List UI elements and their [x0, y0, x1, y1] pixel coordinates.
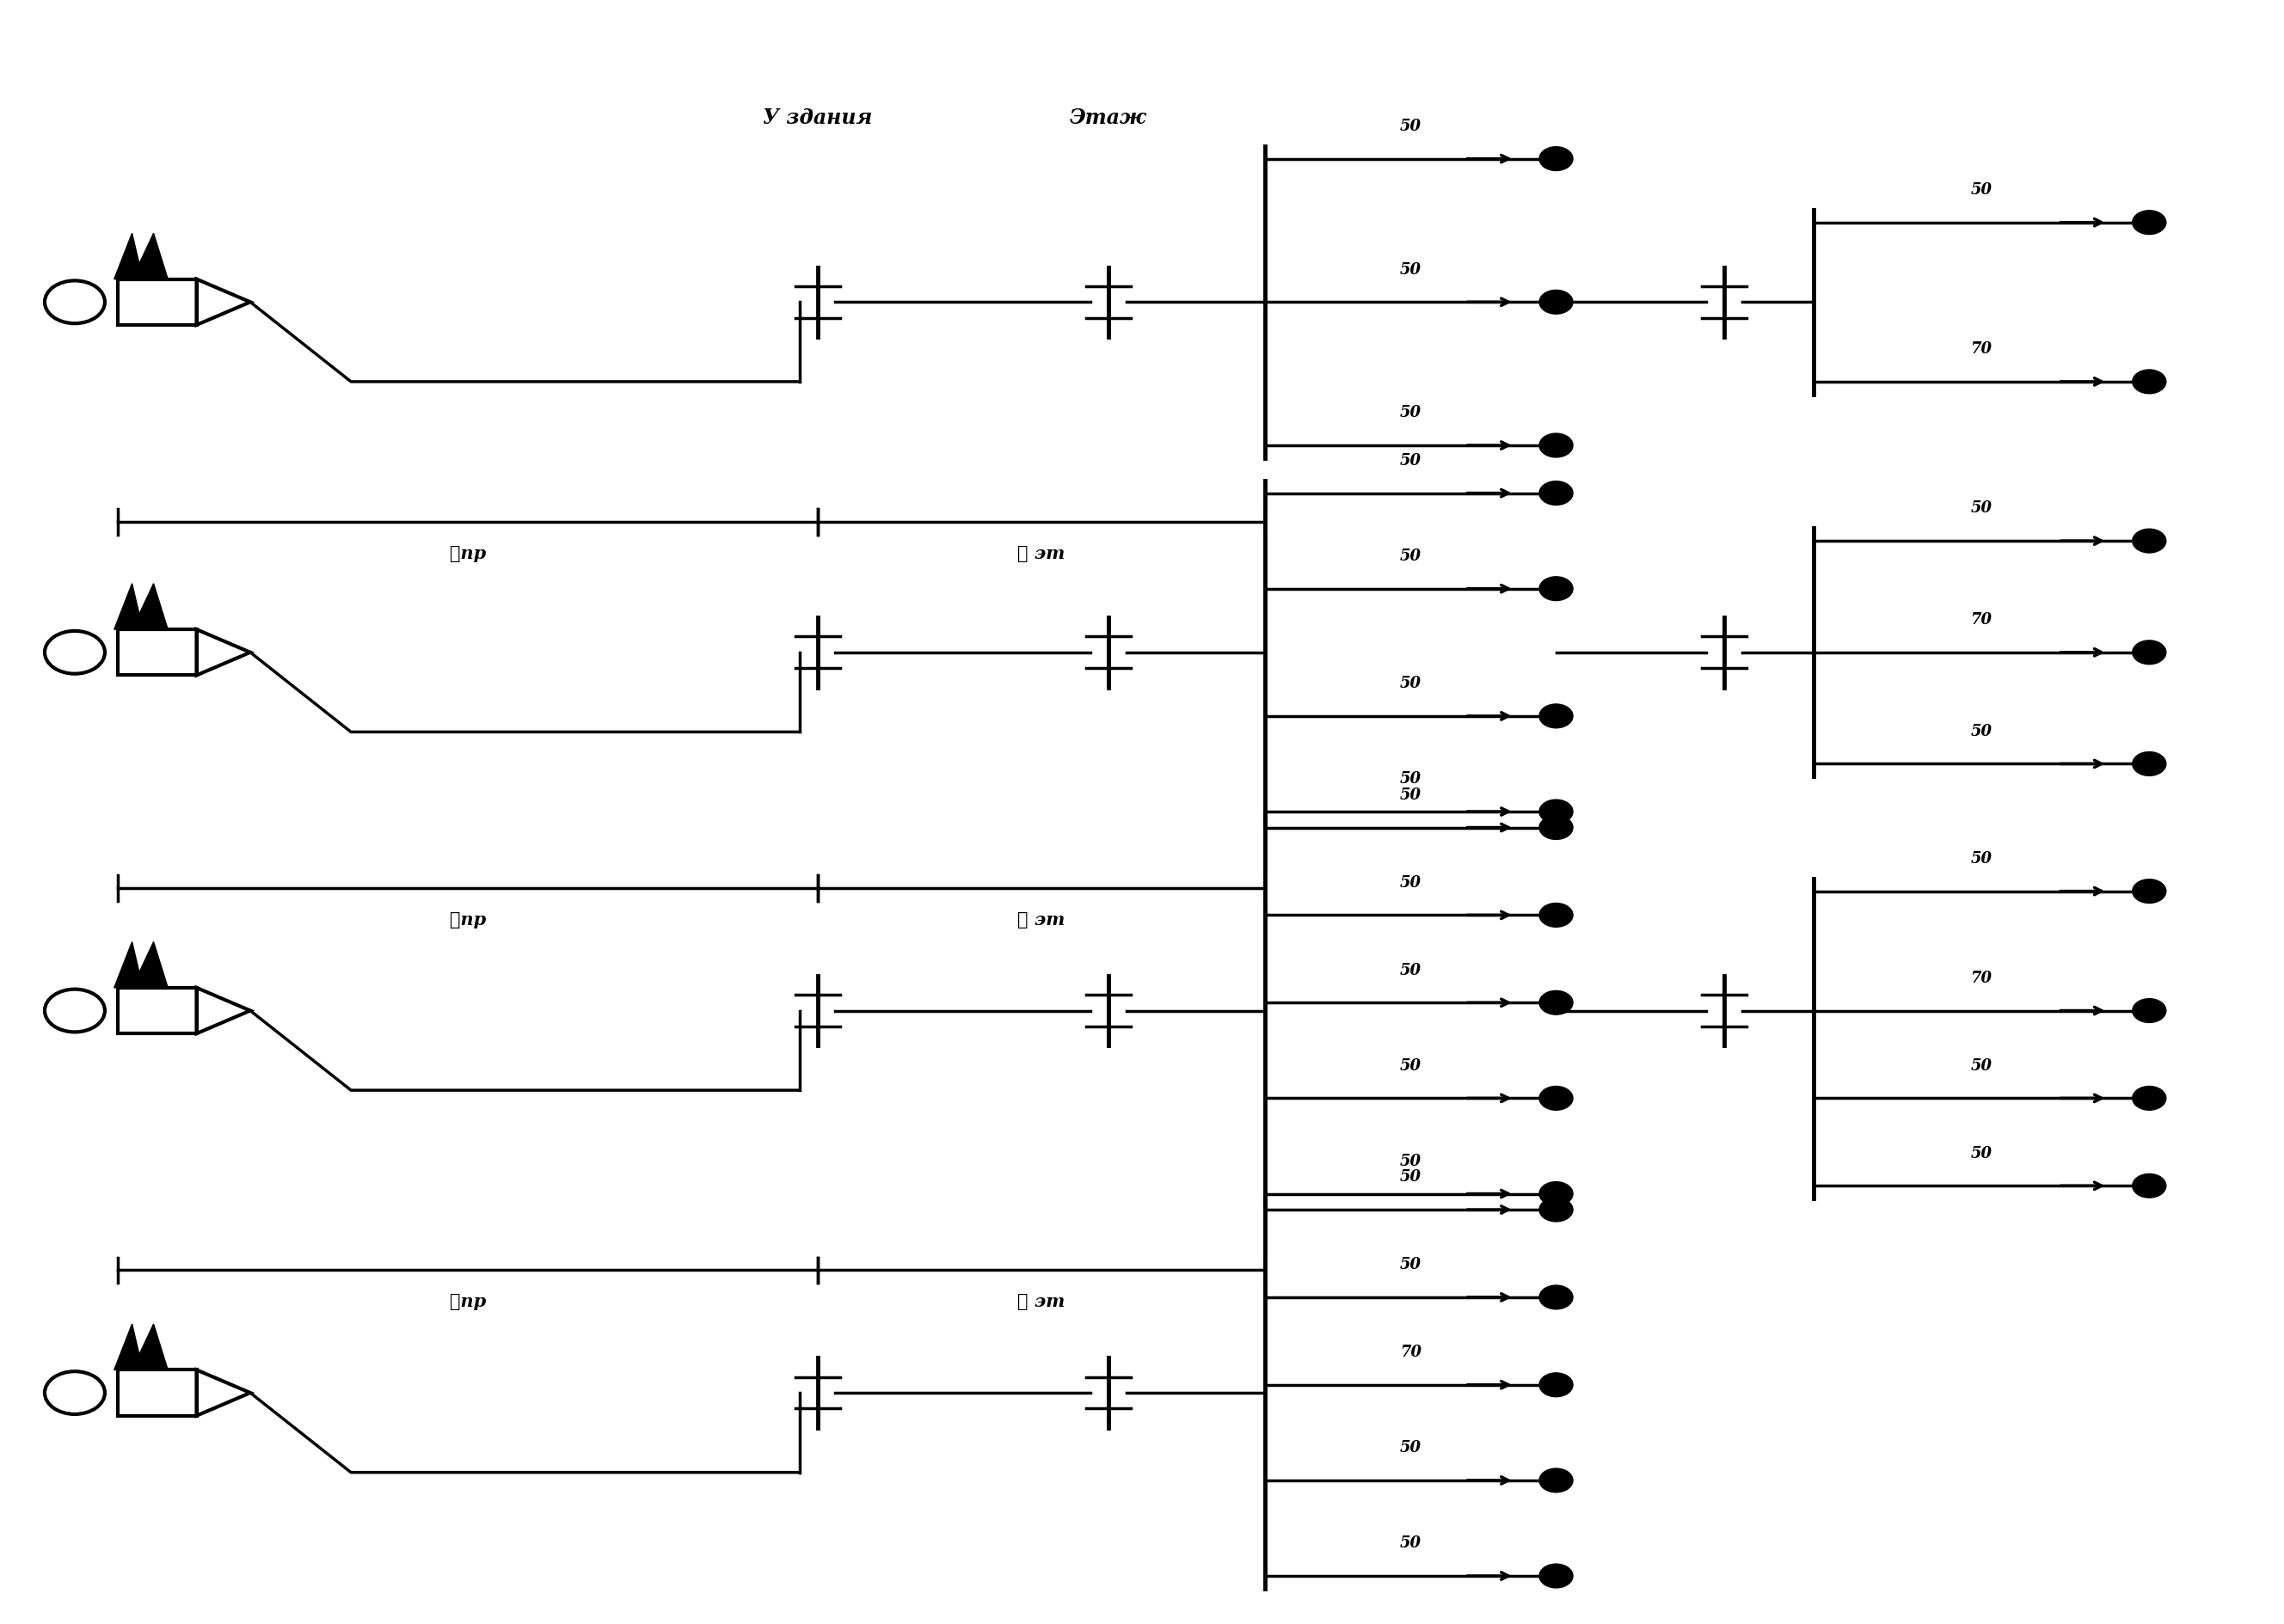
Text: ℓпр: ℓпр: [450, 911, 486, 927]
Circle shape: [2133, 880, 2165, 903]
Text: ℓ эт: ℓ эт: [1016, 1293, 1064, 1311]
Polygon shape: [114, 942, 169, 987]
Text: Этаж: Этаж: [1069, 107, 1147, 128]
Text: 70: 70: [1971, 970, 1992, 986]
Text: 50: 50: [1400, 961, 1421, 978]
Circle shape: [1539, 1182, 1574, 1207]
Circle shape: [2133, 529, 2165, 554]
Text: 50: 50: [1400, 676, 1421, 692]
Circle shape: [1539, 291, 1574, 315]
Circle shape: [1539, 482, 1574, 505]
Circle shape: [2133, 1086, 2165, 1111]
Circle shape: [1539, 815, 1574, 840]
Polygon shape: [114, 585, 169, 630]
Circle shape: [1539, 577, 1574, 601]
Text: 70: 70: [1971, 612, 1992, 627]
Text: ℓ эт: ℓ эт: [1016, 911, 1064, 927]
Text: 50: 50: [1400, 1439, 1421, 1455]
Circle shape: [1539, 1199, 1574, 1221]
Circle shape: [1539, 991, 1574, 1015]
Text: У здания: У здания: [763, 107, 872, 128]
Bar: [119, 1371, 196, 1416]
Text: 50: 50: [1971, 182, 1992, 198]
Text: 50: 50: [1971, 1057, 1992, 1073]
Polygon shape: [114, 1324, 169, 1371]
Bar: [119, 987, 196, 1034]
Circle shape: [1539, 1468, 1574, 1492]
Text: ℓпр: ℓпр: [450, 544, 486, 562]
Circle shape: [2133, 641, 2165, 664]
Circle shape: [2133, 752, 2165, 776]
Circle shape: [1539, 1286, 1574, 1309]
Text: 50: 50: [1400, 404, 1421, 421]
Circle shape: [1539, 903, 1574, 927]
Text: ℓпр: ℓпр: [450, 1293, 486, 1311]
Circle shape: [1539, 1372, 1574, 1397]
Text: ℓ эт: ℓ эт: [1016, 544, 1064, 562]
Polygon shape: [114, 234, 169, 279]
Text: 50: 50: [1400, 1153, 1421, 1169]
Text: 50: 50: [1400, 261, 1421, 278]
Bar: [119, 630, 196, 676]
Circle shape: [1539, 1564, 1574, 1588]
Text: 50: 50: [1400, 1257, 1421, 1272]
Circle shape: [2133, 1174, 2165, 1199]
Circle shape: [1539, 434, 1574, 458]
Circle shape: [1539, 148, 1574, 172]
Text: 50: 50: [1971, 500, 1992, 516]
Text: 50: 50: [1971, 851, 1992, 866]
Circle shape: [1539, 801, 1574, 823]
Text: 50: 50: [1400, 1169, 1421, 1184]
Text: 50: 50: [1400, 771, 1421, 786]
Text: 50: 50: [1400, 1535, 1421, 1551]
Text: 50: 50: [1400, 1057, 1421, 1073]
Circle shape: [2133, 211, 2165, 235]
Text: 50: 50: [1400, 874, 1421, 890]
Text: 70: 70: [1971, 341, 1992, 357]
Circle shape: [1539, 1086, 1574, 1111]
Text: 50: 50: [1400, 119, 1421, 135]
Circle shape: [2133, 999, 2165, 1023]
Text: 70: 70: [1400, 1345, 1421, 1359]
Circle shape: [2133, 370, 2165, 395]
Text: 50: 50: [1971, 723, 1992, 739]
Text: 50: 50: [1400, 453, 1421, 468]
Text: 50: 50: [1400, 788, 1421, 802]
Text: 50: 50: [1400, 549, 1421, 564]
Bar: [119, 279, 196, 326]
Text: 50: 50: [1971, 1145, 1992, 1161]
Circle shape: [1539, 705, 1574, 729]
